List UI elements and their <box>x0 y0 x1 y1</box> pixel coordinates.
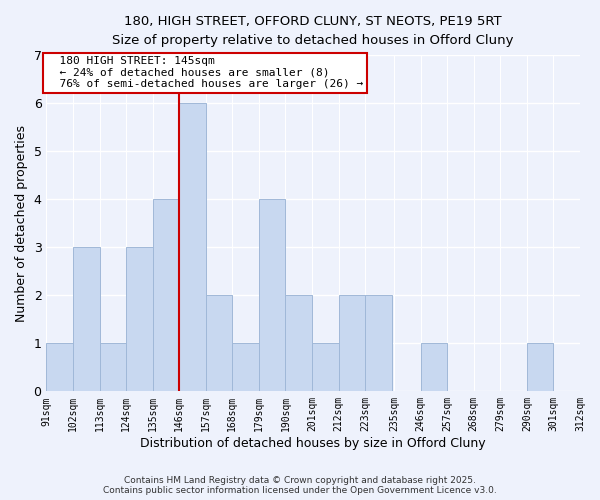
Bar <box>527 344 553 392</box>
Bar <box>259 199 286 392</box>
Text: 180 HIGH STREET: 145sqm
  ← 24% of detached houses are smaller (8)
  76% of semi: 180 HIGH STREET: 145sqm ← 24% of detache… <box>46 56 364 90</box>
Bar <box>73 247 100 392</box>
Bar <box>286 296 312 392</box>
Bar <box>365 296 392 392</box>
Bar <box>179 103 206 392</box>
Text: Contains HM Land Registry data © Crown copyright and database right 2025.
Contai: Contains HM Land Registry data © Crown c… <box>103 476 497 495</box>
Bar <box>126 247 152 392</box>
Y-axis label: Number of detached properties: Number of detached properties <box>15 124 28 322</box>
Bar <box>152 199 179 392</box>
Bar <box>206 296 232 392</box>
X-axis label: Distribution of detached houses by size in Offord Cluny: Distribution of detached houses by size … <box>140 437 486 450</box>
Bar <box>338 296 365 392</box>
Bar <box>312 344 338 392</box>
Bar <box>232 344 259 392</box>
Bar <box>46 344 73 392</box>
Title: 180, HIGH STREET, OFFORD CLUNY, ST NEOTS, PE19 5RT
Size of property relative to : 180, HIGH STREET, OFFORD CLUNY, ST NEOTS… <box>112 15 514 47</box>
Bar <box>100 344 126 392</box>
Bar <box>421 344 447 392</box>
